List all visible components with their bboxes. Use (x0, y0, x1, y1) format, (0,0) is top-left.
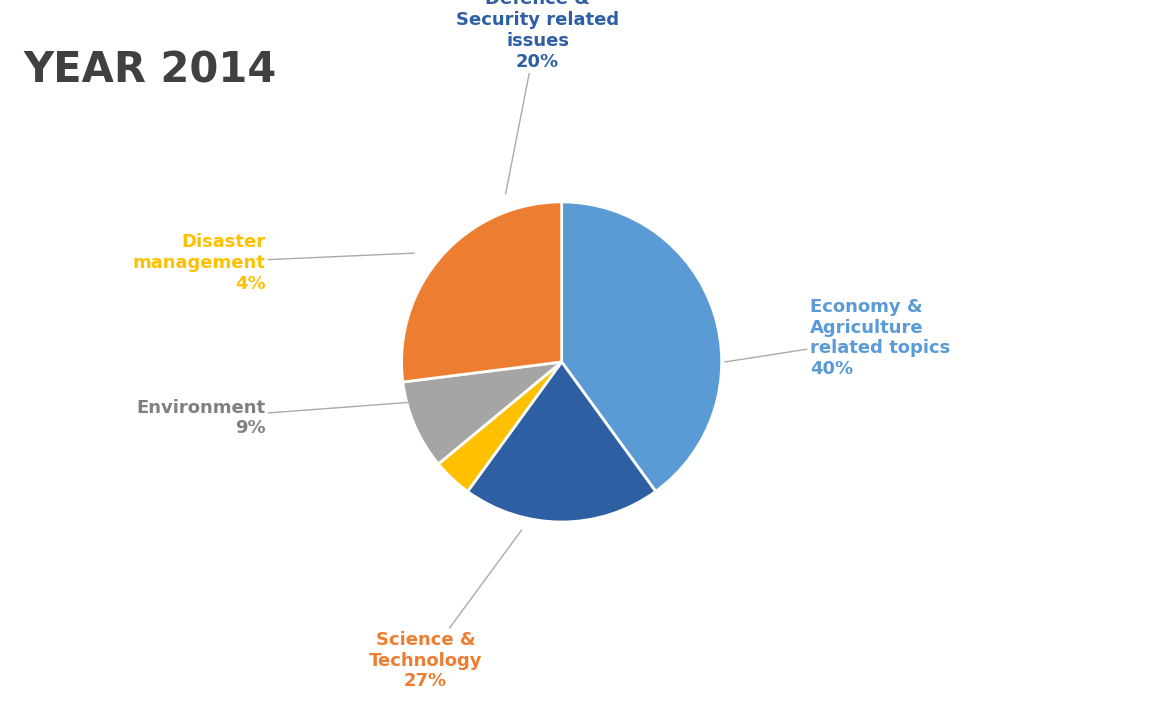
Wedge shape (403, 362, 562, 464)
Wedge shape (402, 202, 562, 382)
Text: Environment
9%: Environment 9% (136, 399, 414, 437)
Text: YEAR 2014: YEAR 2014 (23, 49, 277, 91)
Wedge shape (561, 202, 722, 491)
Text: Defence &
Security related
issues
20%: Defence & Security related issues 20% (456, 0, 619, 194)
Text: Disaster
management
4%: Disaster management 4% (133, 233, 414, 292)
Wedge shape (439, 362, 562, 491)
Wedge shape (468, 362, 655, 522)
Text: Economy &
Agriculture
related topics
40%: Economy & Agriculture related topics 40% (725, 298, 950, 378)
Text: Science &
Technology
27%: Science & Technology 27% (369, 530, 521, 690)
